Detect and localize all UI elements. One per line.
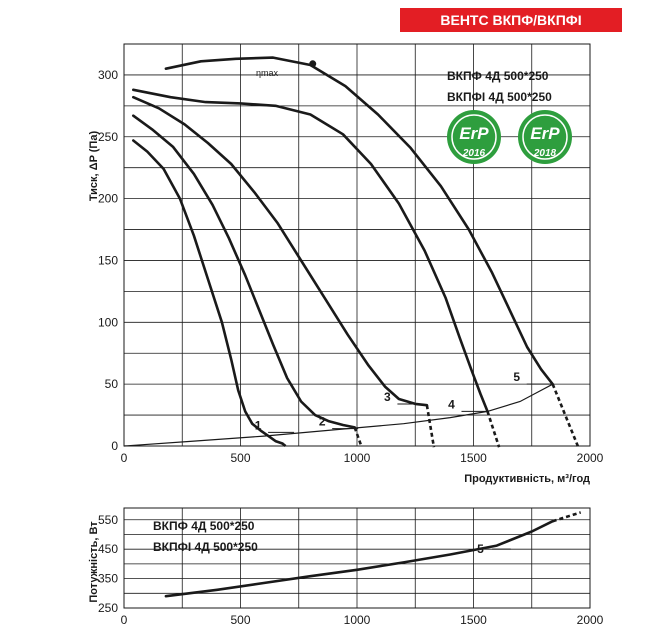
power-y-tick-label: 450 (98, 542, 118, 556)
model-label-1: ВКПФ 4Д 500*250 (447, 69, 549, 83)
pressure-curve-2 (132, 114, 356, 429)
brand-banner: ВЕНТС ВКПФ/ВКПФІ (400, 8, 622, 32)
y-axis-title: Тиск, ΔP (Па) (88, 131, 100, 202)
pressure-y-tick-label: 0 (111, 439, 118, 453)
power-model-label-1: ВКПФ 4Д 500*250 (153, 519, 255, 533)
pressure-curve-1-extension (281, 442, 288, 449)
eta-max-point (309, 60, 317, 68)
curve-label: 3 (384, 390, 391, 404)
erp-2018-badge-year: 2018 (533, 148, 557, 159)
power-curve-label: 5 (477, 542, 484, 556)
pressure-y-tick-label: 200 (98, 192, 118, 206)
power-y-tick-label: 550 (98, 513, 118, 527)
pressure-curve-4 (132, 88, 489, 413)
pressure-x-tick-label: 2000 (577, 451, 604, 465)
erp-2018-badge-text: ErP (530, 124, 560, 143)
pressure-curve-3-extension (425, 404, 436, 448)
power-curve-5 (164, 519, 554, 598)
erp-2016-badge-year: 2016 (462, 148, 486, 159)
power-model-label-2: ВКПФІ 4Д 500*250 (153, 540, 258, 554)
pressure-x-tick-label: 0 (121, 451, 128, 465)
pressure-curve-3 (132, 95, 429, 407)
power-axis-title: Потужність, Вт (88, 521, 100, 603)
pressure-y-tick-label: 300 (98, 68, 118, 82)
power-curves: 5 (164, 511, 582, 598)
pressure-curve-2-extension (353, 426, 363, 448)
pressure-curve-5-extension (551, 383, 580, 448)
pressure-curve-5 (164, 56, 554, 386)
power-x-tick-label: 1000 (344, 613, 371, 627)
power-x-tick-label: 1500 (460, 613, 487, 627)
power-grid: 0 500 1000 1500 2000 250 350 450 550 (98, 507, 604, 627)
power-x-tick-label: 2000 (577, 613, 604, 627)
pressure-curves: 1 2 3 4 5 (123, 56, 580, 449)
pressure-x-tick-label: 1000 (344, 451, 371, 465)
pressure-x-tick-label: 500 (230, 451, 250, 465)
curve-label: 2 (319, 415, 326, 429)
erp-2018-badge: ErP 2018 (518, 110, 572, 164)
power-curve-5-extension (552, 511, 582, 523)
model-label-2: ВКПФІ 4Д 500*250 (447, 90, 552, 104)
curve-label: 5 (513, 370, 520, 384)
eta-max-label: ηmax (256, 68, 279, 78)
pressure-y-tick-label: 250 (98, 130, 118, 144)
pressure-curve-1 (132, 139, 284, 445)
pressure-curve-4-extension (486, 410, 501, 448)
curve-label: 1 (255, 418, 262, 432)
x-axis-title: Продуктивність, м³/год (464, 473, 590, 485)
power-y-tick-label: 350 (98, 572, 118, 586)
power-x-tick-label: 0 (121, 613, 128, 627)
pressure-x-tick-label: 1500 (460, 451, 487, 465)
power-y-tick-label: 250 (98, 601, 118, 615)
power-x-tick-label: 500 (230, 613, 250, 627)
erp-2016-badge: ErP 2016 (447, 110, 501, 164)
pressure-grid: 0 500 1000 1500 2000 0 50 100 150 200 250 300 (98, 43, 604, 465)
system-resistance-curve (123, 383, 553, 447)
pressure-y-tick-label: 150 (98, 253, 118, 267)
pressure-y-tick-label: 100 (98, 315, 118, 329)
pressure-y-tick-label: 50 (105, 377, 119, 391)
curve-label: 4 (448, 397, 455, 411)
erp-2016-badge-text: ErP (459, 124, 489, 143)
